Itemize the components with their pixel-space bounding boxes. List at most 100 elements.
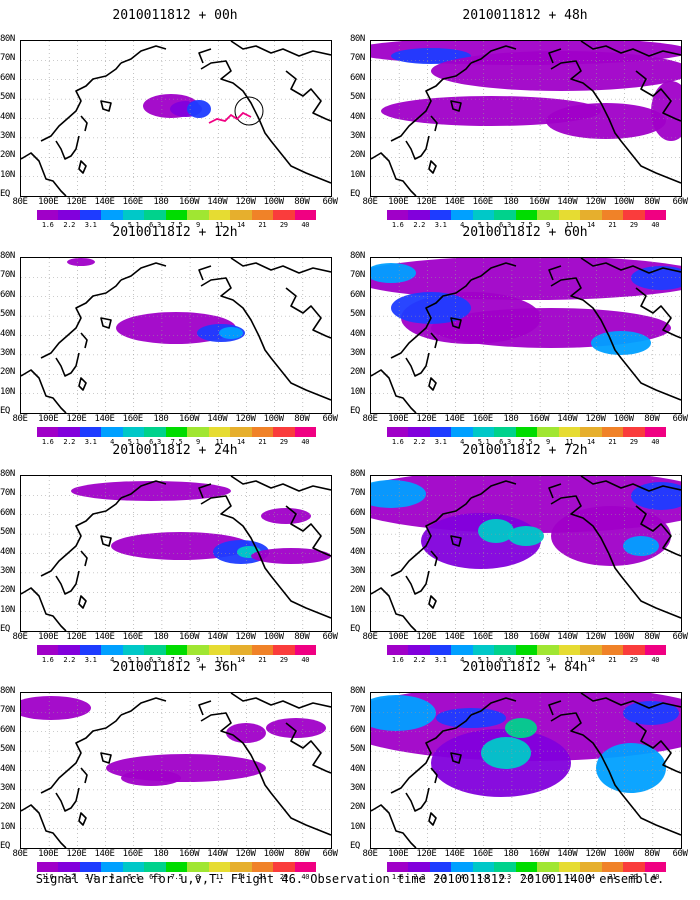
map-panel: 2010011812 + 60h 80N 70N 60N 50N 40N 30N 20N 10N… <box>350 217 700 446</box>
colorbar-level-label: 5.1 <box>127 656 140 664</box>
colorbar-level-label: 2.2 <box>63 873 76 881</box>
colorbar-level-label: 6.3 <box>149 438 161 446</box>
colorbar-swatch <box>601 210 624 220</box>
variance-blob <box>187 100 211 118</box>
coastline <box>100 317 112 329</box>
longitude-label: 100W <box>263 632 284 642</box>
latitude-label: 30N <box>0 130 15 141</box>
latitude-label: 50N <box>0 309 15 320</box>
colorbar-level-label: 3.1 <box>84 873 97 881</box>
map-frame <box>370 40 682 197</box>
latitude-label: 30N <box>0 347 15 358</box>
colorbar-swatch <box>294 862 317 872</box>
colorbar-level-label: 11 <box>565 656 574 664</box>
latitude-label: 80N <box>0 469 15 479</box>
colorbar-swatch <box>251 427 274 437</box>
coastline <box>635 505 681 557</box>
colorbar-level-label: 14 <box>236 221 245 229</box>
colorbar-level-label: 7.5 <box>520 438 533 446</box>
colorbar-swatch <box>144 427 166 437</box>
latitude-label: 20N <box>0 585 15 596</box>
latitude-label: EQ <box>350 189 360 199</box>
longitude-label: 120E <box>416 632 437 642</box>
latitude-label: EQ <box>0 189 10 199</box>
longitude-label: 80W <box>294 849 310 859</box>
longitude-label: 180 <box>503 414 519 424</box>
colorbar-swatch <box>387 210 409 220</box>
longitude-label: 80W <box>644 197 660 207</box>
longitude-label: 140E <box>444 632 465 642</box>
latitude-label: EQ <box>0 624 10 634</box>
latitude-label: 10N <box>0 821 15 832</box>
colorbar-level-label: 6.3 <box>499 656 511 664</box>
latitude-label: 80N <box>0 686 15 696</box>
coastline <box>198 48 212 64</box>
latitude-label: 60N <box>0 72 15 83</box>
colorbar-level-label: 40 <box>301 656 310 664</box>
colorbar-swatch <box>294 427 317 437</box>
latitude-label: 70N <box>350 53 365 64</box>
variance-blob <box>71 481 231 501</box>
longitude-label: 120W <box>585 632 606 642</box>
map-panel: 2010011812 + 24h 80N 70N 60N 50N 40N 30N 20N 10N… <box>0 435 350 664</box>
coastline <box>120 697 167 716</box>
colorbar-swatch <box>58 645 80 655</box>
variance-blob <box>436 708 506 728</box>
coastline <box>405 135 430 160</box>
coastline <box>430 550 438 567</box>
colorbar-level-label: 4 <box>110 438 115 446</box>
coastline <box>450 535 462 547</box>
colorbar-swatch <box>187 210 209 220</box>
map-frame <box>370 257 682 414</box>
longitude-label: 60W <box>672 414 688 424</box>
coastline <box>548 48 562 64</box>
coastline <box>580 476 681 492</box>
colorbar-swatch <box>101 645 123 655</box>
latitude-label: 10N <box>350 821 365 832</box>
coastline <box>428 377 437 391</box>
colorbar-level-label: 1.6 <box>391 438 404 446</box>
colorbar-level-label: 2.2 <box>63 438 76 446</box>
latitude-label: 20N <box>350 585 365 596</box>
longitude-label: 100E <box>38 414 59 424</box>
colorbar-swatch <box>429 427 452 437</box>
latitude-label: 50N <box>0 527 15 538</box>
panel-title: 2010011812 + 48h <box>462 8 588 23</box>
colorbar-swatch <box>251 210 274 220</box>
colorbar-swatch <box>187 427 209 437</box>
coastline <box>430 115 438 132</box>
longitude-label: 100E <box>388 414 409 424</box>
longitude-label: 80E <box>362 197 378 207</box>
latitude-label: 40N <box>350 111 365 122</box>
coastline <box>40 62 122 142</box>
colorbar-swatch <box>472 862 495 872</box>
colorbar-level-label: 2.2 <box>413 873 426 881</box>
colorbar-level-label: 29 <box>279 221 288 229</box>
latitude-label: 50N <box>350 527 365 538</box>
colorbar-level-label: 7.5 <box>170 221 183 229</box>
colorbar-level-label: 6.3 <box>499 873 511 881</box>
coastline <box>285 722 331 774</box>
colorbar-level-label: 3.1 <box>434 438 447 446</box>
coastline <box>285 70 331 122</box>
longitude-label: 160W <box>179 632 200 642</box>
coastline <box>285 505 331 557</box>
variance-blob <box>631 266 681 290</box>
coastline <box>78 160 87 174</box>
longitude-label: 120E <box>416 414 437 424</box>
colorbar-level-label: 3.1 <box>434 656 447 664</box>
colorbar-level-label: 6.3 <box>149 656 161 664</box>
longitude-label: 80W <box>644 849 660 859</box>
colorbar-swatch <box>472 645 495 655</box>
coastline <box>120 45 167 64</box>
colorbar-level-label: 7.5 <box>170 873 183 881</box>
latitude-label: 50N <box>350 309 365 320</box>
colorbar-level-label: 6.3 <box>149 221 161 229</box>
variance-blob <box>67 258 95 266</box>
latitude-label: 60N <box>350 724 365 735</box>
longitude-label: 60W <box>322 849 338 859</box>
coastline <box>55 135 80 160</box>
coastline <box>635 70 681 122</box>
colorbar-level-label: 4 <box>460 656 465 664</box>
variance-blob <box>505 718 537 738</box>
